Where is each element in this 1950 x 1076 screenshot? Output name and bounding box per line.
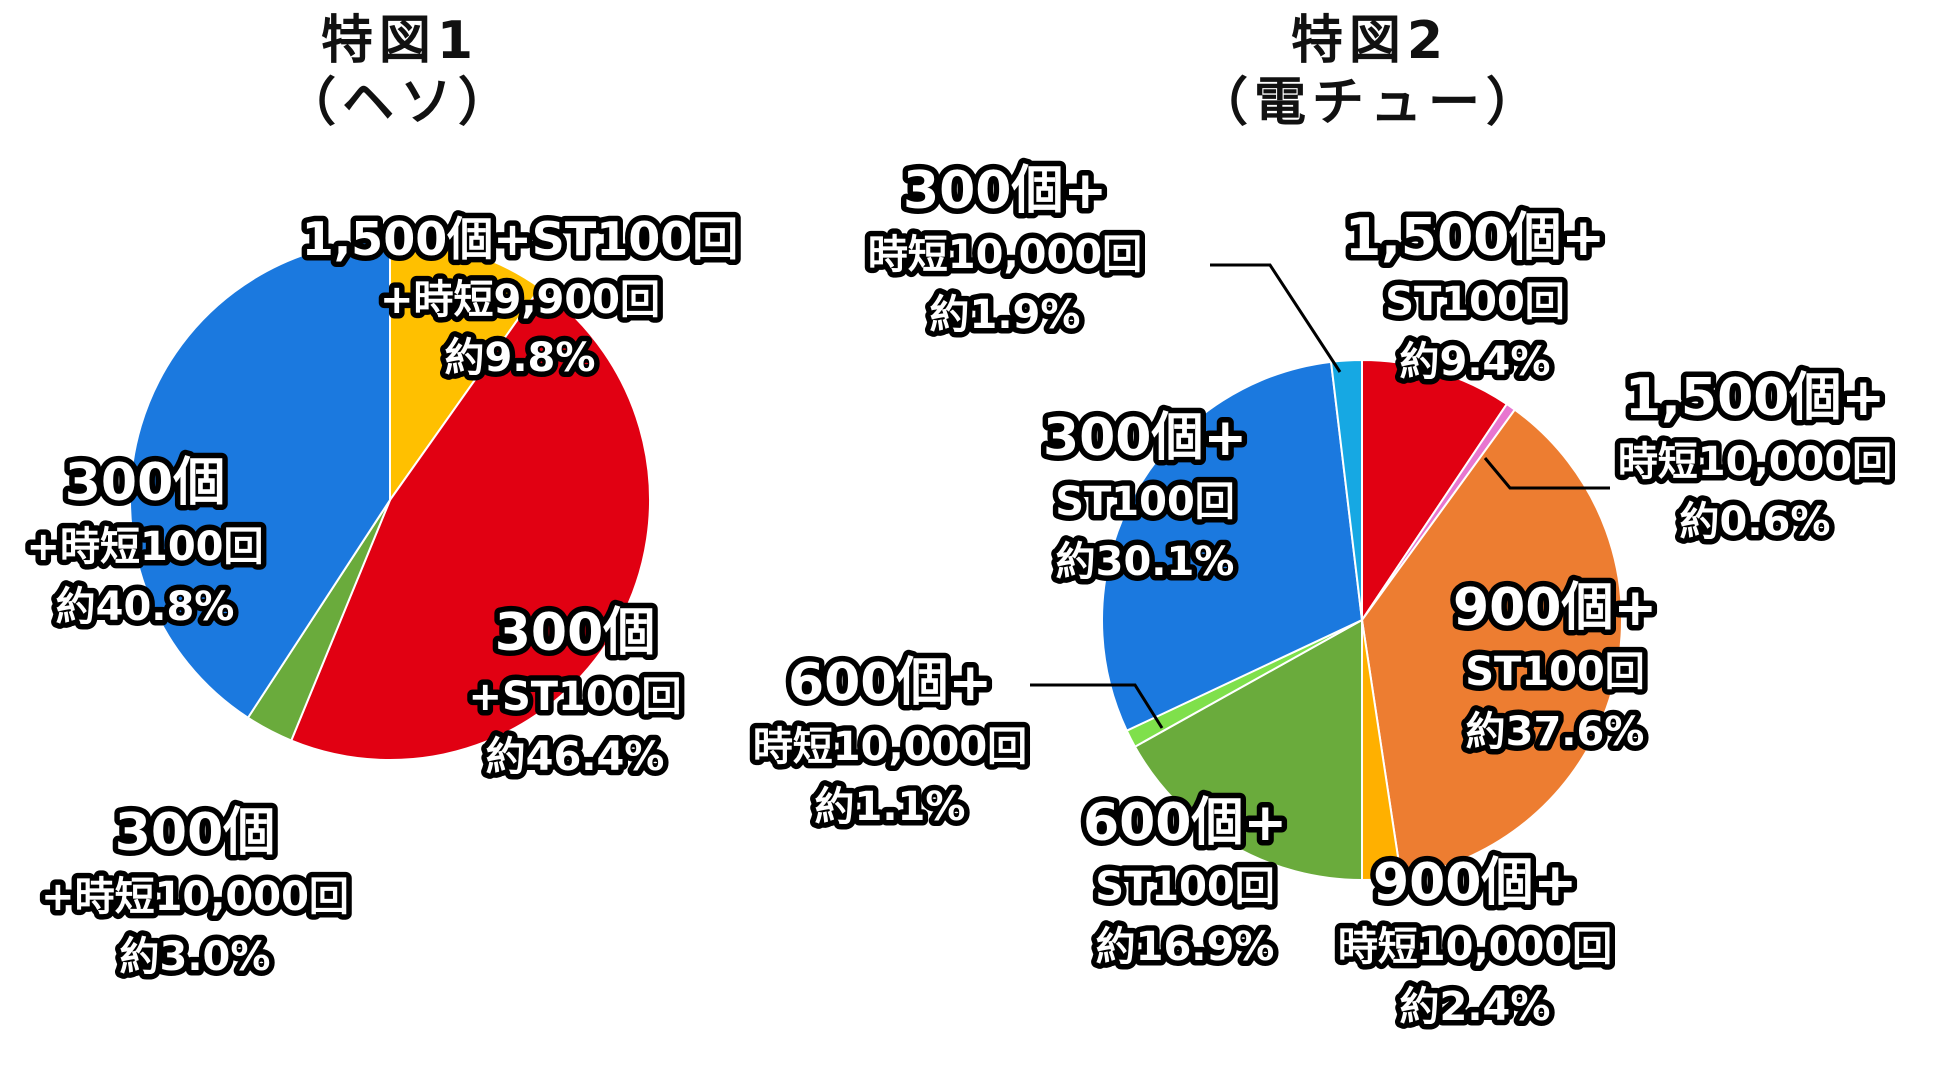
pie-1-label-1-pct: 約46.4% — [486, 734, 665, 780]
pie-2-label-5-line-1: 時短10,000回 — [753, 724, 1027, 770]
pie-1-label-2-pct: 約3.0% — [120, 934, 271, 980]
pie-2-label-4-line-0: 600個+ — [1083, 793, 1287, 853]
pie-2-label-0-line-1: ST100回 — [1385, 279, 1565, 325]
pie-1-label-1-line-0: 300個 — [495, 603, 656, 663]
pie-2-label-1-line-1: 時短10,000回 — [1618, 439, 1892, 485]
pie-1-label-3-line-1: +時短100回 — [26, 524, 263, 570]
pie-2-label-1-pct: 約0.6% — [1680, 499, 1831, 545]
pie-2-label-0-line-0: 1,500個+ — [1345, 208, 1605, 268]
pie-1-label-0-pct: 約9.8% — [445, 335, 596, 381]
pie-2-label-7-line-0: 300個+ — [903, 161, 1107, 221]
pie-2-label-2-pct: 約37.6% — [1466, 709, 1645, 755]
pie-2-label-1-line-0: 1,500個+ — [1625, 368, 1885, 428]
pie-2-label-5-line-0: 600個+ — [788, 653, 992, 713]
pie-1-label-3-line-0: 300個 — [65, 453, 226, 513]
pie-2-label-5-pct: 約1.1% — [815, 784, 966, 830]
pie-2-label-6-pct: 約30.1% — [1056, 539, 1235, 585]
pie-2-label-3-line-0: 900個+ — [1373, 853, 1577, 913]
pie-2-label-4-line-1: ST100回 — [1095, 864, 1275, 910]
pie-2-label-3-line-1: 時短10,000回 — [1338, 924, 1612, 970]
pie-2-label-4-pct: 約16.9% — [1096, 924, 1275, 970]
pie-1-label-2-line-0: 300個 — [115, 803, 276, 863]
pie-2-label-7-pct: 約1.9% — [930, 292, 1081, 338]
pie-1-label-1-line-1: +ST100回 — [468, 674, 681, 720]
pie-1-label-3-pct: 約40.8% — [56, 584, 235, 630]
pie-2-label-2-line-1: ST100回 — [1465, 649, 1645, 695]
pie-2-label-0-pct: 約9.4% — [1400, 339, 1551, 385]
pie-1-label-2-line-1: +時短10,000回 — [41, 874, 349, 920]
pie-2-label-7-line-1: 時短10,000回 — [868, 232, 1142, 278]
pie-1-label-0-line-1: +時短9,900回 — [380, 277, 660, 323]
pie-2-leader-1 — [1210, 265, 1340, 372]
pie-2-label-6-line-1: ST100回 — [1055, 479, 1235, 525]
pie-2-label-2-line-0: 900個+ — [1453, 578, 1657, 638]
pie-2-label-3-pct: 約2.4% — [1400, 984, 1551, 1030]
pie-1-label-0-line-0: 1,500個+ST100回 — [302, 212, 739, 266]
pie-2-label-6-line-0: 300個+ — [1043, 408, 1247, 468]
